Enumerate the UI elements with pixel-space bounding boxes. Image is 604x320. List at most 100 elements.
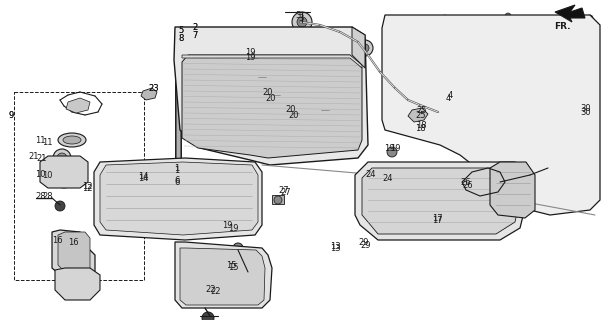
Text: 6: 6 <box>174 175 179 185</box>
Bar <box>548 162 566 176</box>
Polygon shape <box>182 55 362 68</box>
Circle shape <box>361 44 369 52</box>
Text: 20: 20 <box>265 93 275 102</box>
Circle shape <box>387 147 397 157</box>
Bar <box>72 103 80 108</box>
Text: 25: 25 <box>415 110 425 119</box>
Text: 3: 3 <box>298 13 303 22</box>
Circle shape <box>187 255 197 265</box>
Polygon shape <box>382 15 600 215</box>
Text: 23: 23 <box>148 84 159 92</box>
Circle shape <box>55 201 65 211</box>
Circle shape <box>245 49 263 67</box>
Circle shape <box>266 85 286 105</box>
Text: 9: 9 <box>8 110 13 119</box>
Circle shape <box>76 256 84 264</box>
Text: 19: 19 <box>228 223 239 233</box>
Bar <box>14 92 144 280</box>
Circle shape <box>357 40 373 56</box>
Circle shape <box>505 125 511 131</box>
Polygon shape <box>94 158 262 240</box>
Circle shape <box>442 122 448 128</box>
Text: 29: 29 <box>358 237 368 246</box>
Circle shape <box>64 236 72 244</box>
Circle shape <box>76 236 84 244</box>
Circle shape <box>319 104 331 116</box>
Circle shape <box>227 255 237 265</box>
Text: 28: 28 <box>42 191 53 201</box>
Text: 10: 10 <box>42 171 53 180</box>
Polygon shape <box>66 98 90 113</box>
Bar <box>176 32 180 158</box>
Text: 4: 4 <box>446 93 451 102</box>
Text: 5: 5 <box>178 26 183 35</box>
Circle shape <box>187 285 197 295</box>
Bar <box>462 42 517 112</box>
Circle shape <box>206 264 214 272</box>
Text: 17: 17 <box>432 215 443 225</box>
Text: 5: 5 <box>178 26 183 35</box>
Text: 7: 7 <box>192 30 198 39</box>
Text: 23: 23 <box>148 84 159 92</box>
Circle shape <box>50 160 78 188</box>
Text: 14: 14 <box>138 173 149 182</box>
Text: 2: 2 <box>192 22 198 31</box>
Text: 26: 26 <box>462 180 472 189</box>
Bar <box>581 42 599 112</box>
Bar <box>218 105 270 140</box>
Polygon shape <box>174 27 368 165</box>
Polygon shape <box>100 162 258 235</box>
Circle shape <box>403 75 417 89</box>
Circle shape <box>56 166 72 182</box>
Circle shape <box>257 72 267 82</box>
Text: 28: 28 <box>35 191 46 201</box>
Text: 16: 16 <box>52 236 63 244</box>
Text: 7: 7 <box>192 30 198 39</box>
Text: 8: 8 <box>178 34 184 43</box>
Circle shape <box>53 149 71 167</box>
Polygon shape <box>55 268 100 300</box>
Circle shape <box>387 20 393 26</box>
Circle shape <box>417 127 423 133</box>
Circle shape <box>289 107 301 119</box>
Bar <box>401 45 450 109</box>
Text: 19: 19 <box>222 220 233 229</box>
Text: 15: 15 <box>226 260 237 269</box>
Circle shape <box>414 124 426 136</box>
Bar <box>465 45 514 109</box>
Text: 12: 12 <box>82 181 92 190</box>
Circle shape <box>567 13 573 19</box>
Circle shape <box>249 53 259 63</box>
Circle shape <box>285 103 305 123</box>
Bar <box>175 30 181 160</box>
Polygon shape <box>408 108 428 122</box>
Text: 13: 13 <box>330 242 341 251</box>
Circle shape <box>387 57 403 73</box>
Text: 18: 18 <box>416 121 426 130</box>
Circle shape <box>297 17 307 27</box>
Polygon shape <box>175 242 272 308</box>
Circle shape <box>567 125 573 131</box>
Bar <box>525 42 575 112</box>
Text: FR.: FR. <box>554 22 571 31</box>
Circle shape <box>387 117 393 123</box>
Bar <box>398 42 453 112</box>
Circle shape <box>253 68 271 86</box>
Text: 11: 11 <box>35 135 45 145</box>
Bar <box>528 45 572 109</box>
Text: 8: 8 <box>178 34 184 43</box>
Bar <box>550 164 564 174</box>
Text: 27: 27 <box>280 188 291 196</box>
Text: 16: 16 <box>68 237 79 246</box>
Text: 29: 29 <box>360 241 370 250</box>
Circle shape <box>202 260 218 276</box>
Circle shape <box>60 170 68 178</box>
Circle shape <box>442 15 448 21</box>
Text: 15: 15 <box>228 263 239 273</box>
Text: 10: 10 <box>35 170 45 179</box>
Polygon shape <box>141 88 157 100</box>
Text: 21: 21 <box>28 151 39 161</box>
Text: 14: 14 <box>138 172 149 180</box>
Text: 9: 9 <box>8 110 13 119</box>
Circle shape <box>580 112 586 118</box>
